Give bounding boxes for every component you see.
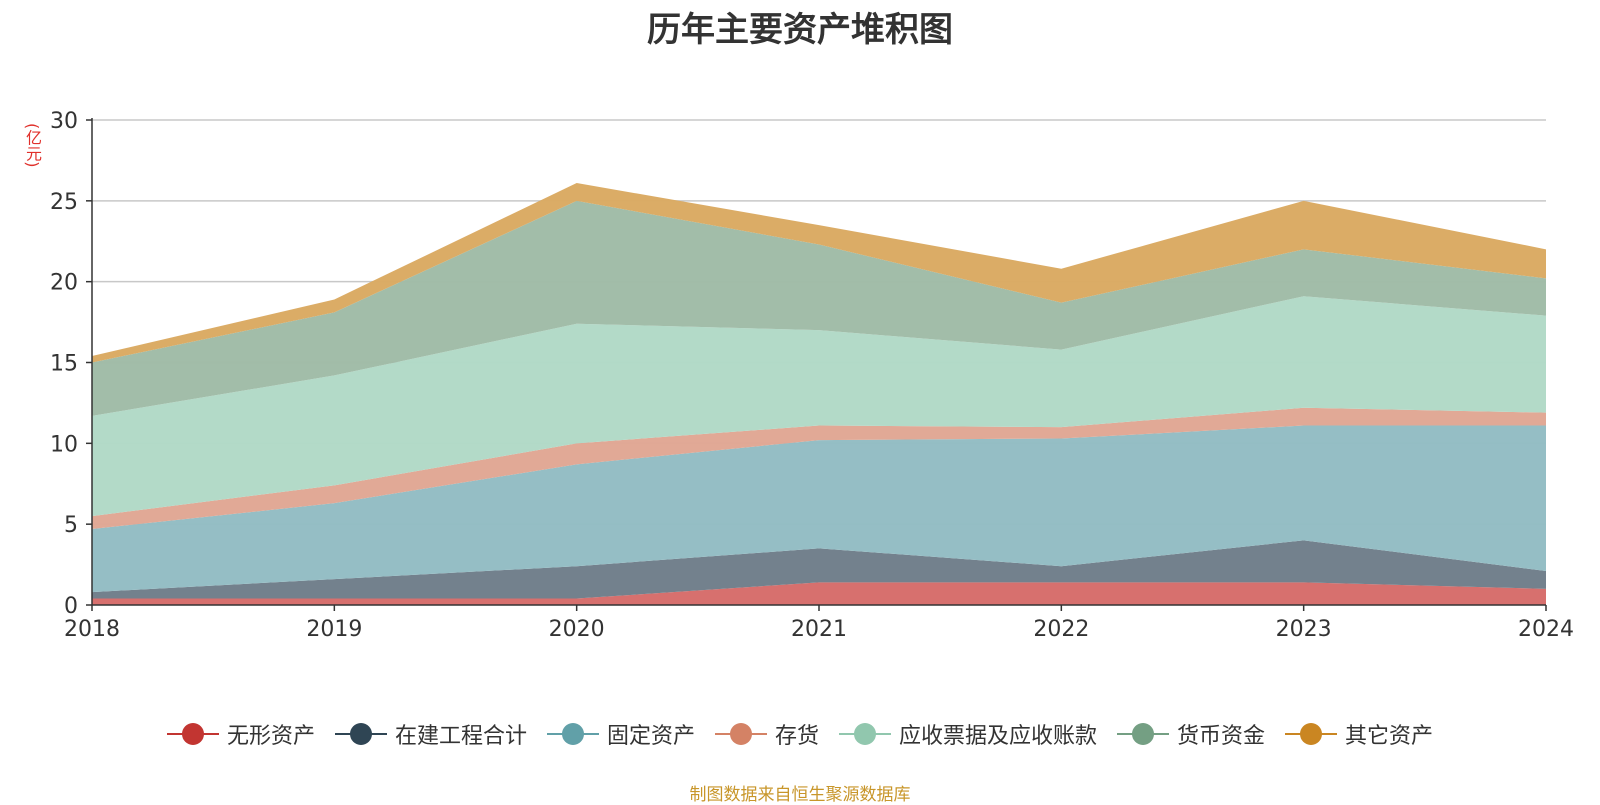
legend-dot (181, 723, 204, 745)
area-在建工程合计 (92, 540, 1546, 599)
x-tick-label: 2019 (306, 617, 362, 642)
area-series (92, 183, 1546, 605)
legend-label: 无形资产 (226, 724, 315, 749)
stacked-area-chart: 0 5 10 15 20 25 30 2018 2019 2020 2021 2022 2023 2024 (50, 109, 1574, 642)
legend-item[interactable]: 货币资金 (1117, 718, 1265, 750)
legend-label: 其它资产 (1345, 724, 1434, 749)
x-tick-label: 2021 (791, 617, 847, 642)
legend-dot (854, 723, 876, 745)
source-note: 制图数据来自恒生聚源数据库 (689, 785, 911, 805)
chart-title: 历年主要资产堆积图 (647, 10, 953, 50)
legend-item[interactable]: 其它资产 (1285, 718, 1433, 750)
x-tick-label: 2022 (1033, 617, 1089, 642)
legend-dot (561, 723, 584, 745)
legend-item[interactable]: 固定资产 (546, 718, 695, 750)
y-tick-label: 20 (50, 271, 78, 296)
x-tick-label: 2023 (1276, 617, 1332, 642)
legend-dot (729, 723, 752, 745)
legend-marker (839, 722, 891, 746)
y-tick-label: 15 (50, 352, 78, 377)
legend-marker (1285, 722, 1338, 746)
legend-item[interactable]: 无形资产 (166, 718, 315, 750)
legend-item[interactable]: 应收票据及应收账款 (839, 718, 1097, 750)
legend-item[interactable]: 存货 (714, 718, 819, 750)
legend-marker (714, 722, 767, 746)
legend-marker (1117, 722, 1170, 746)
legend-label: 存货 (774, 724, 819, 749)
y-tick-label: 25 (50, 190, 78, 215)
y-axis-unit: (亿元) (23, 123, 42, 168)
x-tick-label: 2020 (549, 617, 605, 642)
legend-dot (1132, 723, 1155, 745)
area-货币资金 (92, 200, 1546, 416)
y-tick-label: 10 (50, 432, 78, 457)
legend-dot (349, 723, 372, 745)
area-存货 (92, 407, 1546, 530)
x-tick-label: 2024 (1518, 617, 1574, 642)
legend-label: 固定资产 (606, 724, 695, 749)
x-tick-label: 2018 (64, 617, 120, 642)
legend-marker (334, 722, 387, 746)
area-无形资产 (92, 582, 1546, 605)
legend-dot (1300, 723, 1323, 745)
legend-label: 货币资金 (1177, 724, 1266, 749)
y-tick-label: 30 (50, 109, 78, 134)
area-应收票据及应收账款 (92, 296, 1546, 517)
y-tick-label: 5 (64, 513, 78, 538)
axes: 0 5 10 15 20 25 30 2018 2019 2020 2021 2022 2023 2024 (50, 109, 1574, 642)
legend-marker (546, 722, 599, 746)
legend-label: 应收票据及应收账款 (899, 724, 1098, 749)
legend-label: 在建工程合计 (394, 724, 527, 749)
y-tick-label: 0 (64, 594, 78, 619)
legend-item[interactable]: 在建工程合计 (334, 718, 527, 750)
area-固定资产 (92, 425, 1546, 593)
legend-marker (166, 722, 219, 746)
legend: 无形资产 在建工程合计 固定资产 存货 应收票据及应收账款 货币资金 其它资产 (0, 718, 1600, 750)
